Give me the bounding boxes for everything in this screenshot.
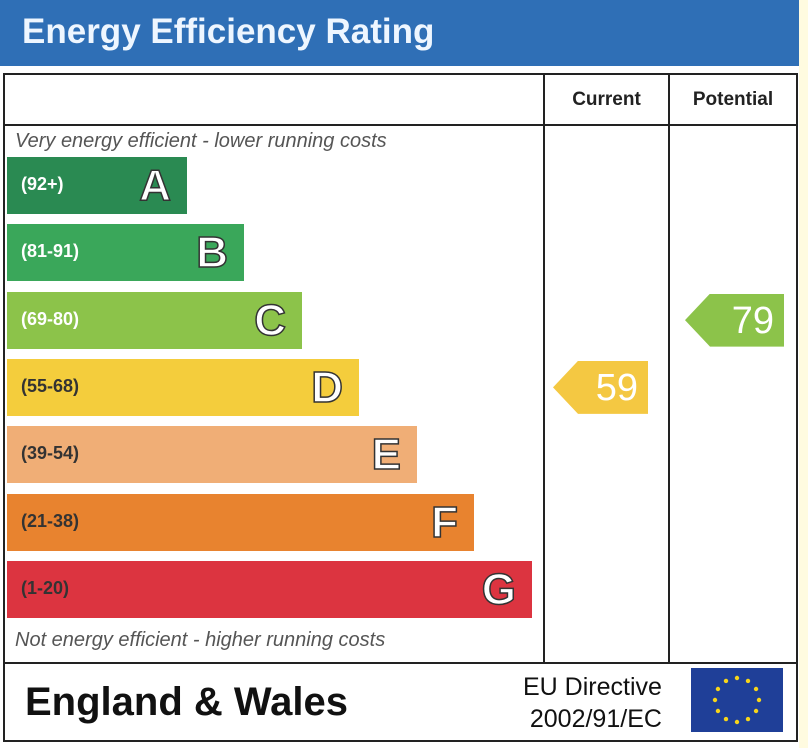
band-range: (69-80) [21, 308, 80, 329]
band-bar-a: (92+) A [7, 157, 187, 214]
header-divider [5, 124, 796, 126]
star-icon [712, 697, 718, 703]
band-range: (55-68) [21, 375, 80, 396]
rating-table: Current Potential Very energy efficient … [3, 73, 798, 742]
band-bar-e: (39-54) E [7, 426, 417, 484]
current-column-header: Current [572, 89, 641, 110]
band-range: (21-38) [21, 510, 80, 531]
star-icon [756, 697, 762, 703]
column-divider [668, 75, 670, 664]
eu-flag-icon [691, 668, 783, 732]
potential-rating-arrow: 79 [685, 293, 784, 347]
band-letter: D [310, 362, 343, 413]
star-icon [715, 708, 721, 714]
star-icon [723, 678, 729, 684]
eu-directive: EU Directive 2002/91/EC [523, 671, 662, 735]
band-letter: C [253, 295, 286, 346]
star-icon [723, 716, 729, 722]
potential-rating-value: 79 [731, 299, 774, 342]
chart-title: Energy Efficiency Rating [22, 12, 435, 51]
band-range: (39-54) [21, 443, 80, 464]
directive-line-2: 2002/91/EC [529, 705, 662, 733]
star-icon [745, 678, 751, 684]
star-icon [715, 686, 721, 692]
band-range: (81-91) [21, 241, 80, 262]
potential-column-header: Potential [692, 89, 774, 110]
column-divider [543, 75, 545, 664]
current-rating-arrow: 59 [553, 360, 648, 414]
region-label: England & Wales [25, 680, 349, 724]
band-bar-f: (21-38) F [7, 493, 474, 551]
band-bar-b: (81-91) B [7, 224, 244, 282]
star-icon [745, 716, 751, 722]
band-bar-c: (69-80) C [7, 291, 302, 349]
band-letter: E [371, 429, 402, 480]
band-bar-d: (55-68) D [7, 358, 359, 416]
footer-divider [5, 662, 796, 664]
bottom-note: Not energy efficient - higher running co… [15, 629, 386, 651]
header-bar: Energy Efficiency Rating [0, 0, 799, 66]
star-icon [734, 719, 740, 725]
band-letter: G [481, 564, 517, 615]
band-letter: F [430, 497, 458, 548]
star-icon [753, 686, 759, 692]
star-icon [734, 675, 740, 681]
band-bar-g: (1-20) G [7, 560, 532, 618]
top-note: Very energy efficient - lower running co… [15, 130, 387, 152]
directive-line-1: EU Directive [523, 673, 662, 701]
star-icon [753, 708, 759, 714]
band-letter: A [138, 160, 171, 211]
band-range: (1-20) [21, 577, 70, 598]
current-rating-value: 59 [595, 366, 638, 409]
band-range: (92+) [21, 174, 64, 194]
band-letter: B [195, 228, 228, 279]
